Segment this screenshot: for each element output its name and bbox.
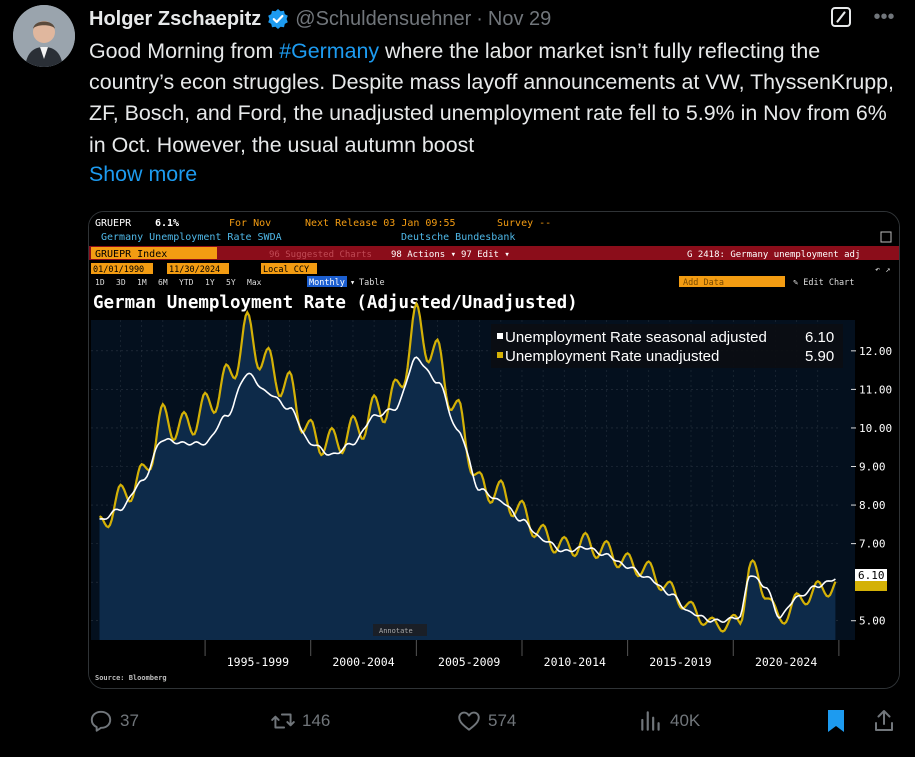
legend-adjusted-value: 6.10	[805, 329, 834, 346]
range-button-ytd[interactable]: YTD	[179, 278, 194, 287]
bbg-frequency[interactable]: Monthly ▾	[309, 278, 355, 288]
author-name[interactable]: Holger Zschaepitz	[89, 7, 262, 30]
bbg-start-date[interactable]: 01/01/1990	[93, 265, 144, 275]
bbg-currency[interactable]: Local CCY	[263, 265, 309, 275]
range-button-6m[interactable]: 6M	[158, 278, 168, 287]
bbg-chart-ref: G 2418: Germany unemployment adj	[687, 250, 860, 260]
avatar[interactable]	[13, 5, 75, 67]
hashtag-link[interactable]: #Germany	[279, 39, 380, 63]
x-axis-labels: 1995-1999 2000-2004 2005-2009 2010-2014 2015…	[204, 640, 840, 669]
bbg-next-release: Next Release 03 Jan 09:55	[305, 218, 456, 229]
bbg-suggested-charts[interactable]: 96 Suggested Charts	[269, 250, 372, 260]
post-date[interactable]: Nov 29	[487, 7, 552, 30]
bbg-value: 6.1%	[155, 218, 179, 229]
bbg-survey: Survey --	[497, 218, 551, 229]
y-axis-labels: 12.00 11.00 10.00 9.00 8.00 7.00 5.00	[851, 345, 892, 628]
chart-source: Source: Bloomberg	[95, 674, 167, 682]
like-icon	[458, 711, 480, 731]
range-button-5y[interactable]: 5Y	[226, 278, 236, 287]
bbg-source-org: Deutsche Bundesbank	[401, 232, 515, 243]
views-icon	[641, 711, 660, 731]
tweet-actions: 37 146 574 40K	[88, 705, 898, 737]
last-value-label: 6.10	[858, 569, 885, 582]
range-button-1m[interactable]: 1M	[137, 278, 147, 287]
x-tick-label: 2015-2019	[649, 655, 711, 669]
y-tick-label: 12.00	[859, 345, 892, 358]
bookmark-icon	[828, 710, 844, 732]
y-tick-label: 9.00	[859, 461, 886, 474]
y-tick-label: 8.00	[859, 499, 886, 512]
bbg-index-text: GRUEPR Index	[95, 249, 167, 260]
x-tick-label: 1995-1999	[227, 655, 289, 669]
series-line-adjusted	[99, 356, 836, 624]
unadjusted-area-fill	[99, 303, 836, 640]
retweet-button[interactable]: 146	[270, 705, 330, 737]
x-tick-label: 2005-2009	[438, 655, 500, 669]
bookmark-button[interactable]	[824, 708, 848, 739]
range-button-max[interactable]: Max	[247, 278, 262, 287]
verified-badge-icon[interactable]	[267, 8, 289, 30]
share-icon	[875, 710, 893, 731]
bbg-add-data[interactable]: Add Data	[683, 278, 724, 288]
chart-title: German Unemployment Rate (Adjusted/Unadj…	[93, 293, 578, 313]
bbg-ticker: GRUEPR	[95, 218, 132, 229]
bbg-for-label: For Nov	[229, 218, 271, 229]
tweet-text-body: where the labor market isn’t fully refle…	[89, 39, 894, 157]
more-icon[interactable]: •••	[873, 6, 895, 28]
bbg-actions-menu[interactable]: 98 Actions ▾	[391, 250, 456, 260]
reply-icon	[90, 710, 112, 732]
grok-icon[interactable]	[830, 6, 852, 28]
tweet-text: Good Morning from #Germany where the lab…	[89, 36, 899, 161]
y-tick-label: 10.00	[859, 422, 892, 435]
bbg-index-field[interactable]	[91, 247, 217, 259]
bbg-popout-icon[interactable]	[880, 231, 892, 243]
bbg-table-button[interactable]: Table	[359, 278, 385, 288]
annotate-button[interactable]: Annotate	[379, 627, 413, 635]
bbg-end-date[interactable]: 11/30/2024	[169, 265, 220, 275]
reply-count: 37	[120, 711, 139, 730]
y-tick-label: 5.00	[859, 615, 886, 628]
tweet-header: Holger Zschaepitz @Schuldensuehner · Nov…	[89, 7, 551, 31]
x-tick-label: 2010-2014	[544, 655, 606, 669]
views-count: 40K	[670, 711, 701, 730]
views-button[interactable]: 40K	[638, 705, 700, 737]
range-button-1y[interactable]: 1Y	[205, 278, 215, 287]
bbg-edit-menu[interactable]: 97 Edit ▾	[461, 250, 510, 260]
bbg-range-buttons: 1D 3D 1M 6M YTD 1Y 5Y Max	[95, 278, 262, 287]
bbg-edit-chart[interactable]: ✎ Edit Chart	[793, 278, 854, 288]
bloomberg-chart: GRUEPR 6.1% For Nov Next Release 03 Jan …	[89, 212, 899, 688]
like-count: 574	[488, 711, 517, 730]
range-button-1d[interactable]: 1D	[95, 278, 105, 287]
range-button-3d[interactable]: 3D	[116, 278, 126, 287]
reply-button[interactable]: 37	[88, 705, 139, 737]
legend-adjusted-label: Unemployment Rate seasonal adjusted	[505, 329, 767, 346]
legend-unadjusted-label: Unemployment Rate unadjusted	[505, 348, 719, 365]
x-tick-label: 2020-2024	[755, 655, 817, 669]
show-more-link[interactable]: Show more	[89, 162, 198, 186]
chart-image-card[interactable]: GRUEPR 6.1% For Nov Next Release 03 Jan …	[88, 211, 900, 689]
retweet-count: 146	[302, 711, 331, 730]
x-tick-label: 2000-2004	[332, 655, 394, 669]
like-button[interactable]: 574	[456, 705, 516, 737]
y-tick-label: 11.00	[859, 383, 892, 396]
bbg-nav-arrows[interactable]: ↶ ↗	[875, 265, 890, 275]
tweet-text-intro: Good Morning from	[89, 39, 280, 63]
author-handle[interactable]: @Schuldensuehner	[295, 7, 472, 30]
legend-unadjusted-value: 5.90	[805, 348, 834, 365]
y-tick-label: 7.00	[859, 538, 886, 551]
bbg-series-name: Germany Unemployment Rate SWDA	[101, 232, 282, 243]
separator-dot: ·	[476, 7, 483, 30]
retweet-icon	[271, 713, 295, 729]
share-button[interactable]	[872, 708, 896, 739]
